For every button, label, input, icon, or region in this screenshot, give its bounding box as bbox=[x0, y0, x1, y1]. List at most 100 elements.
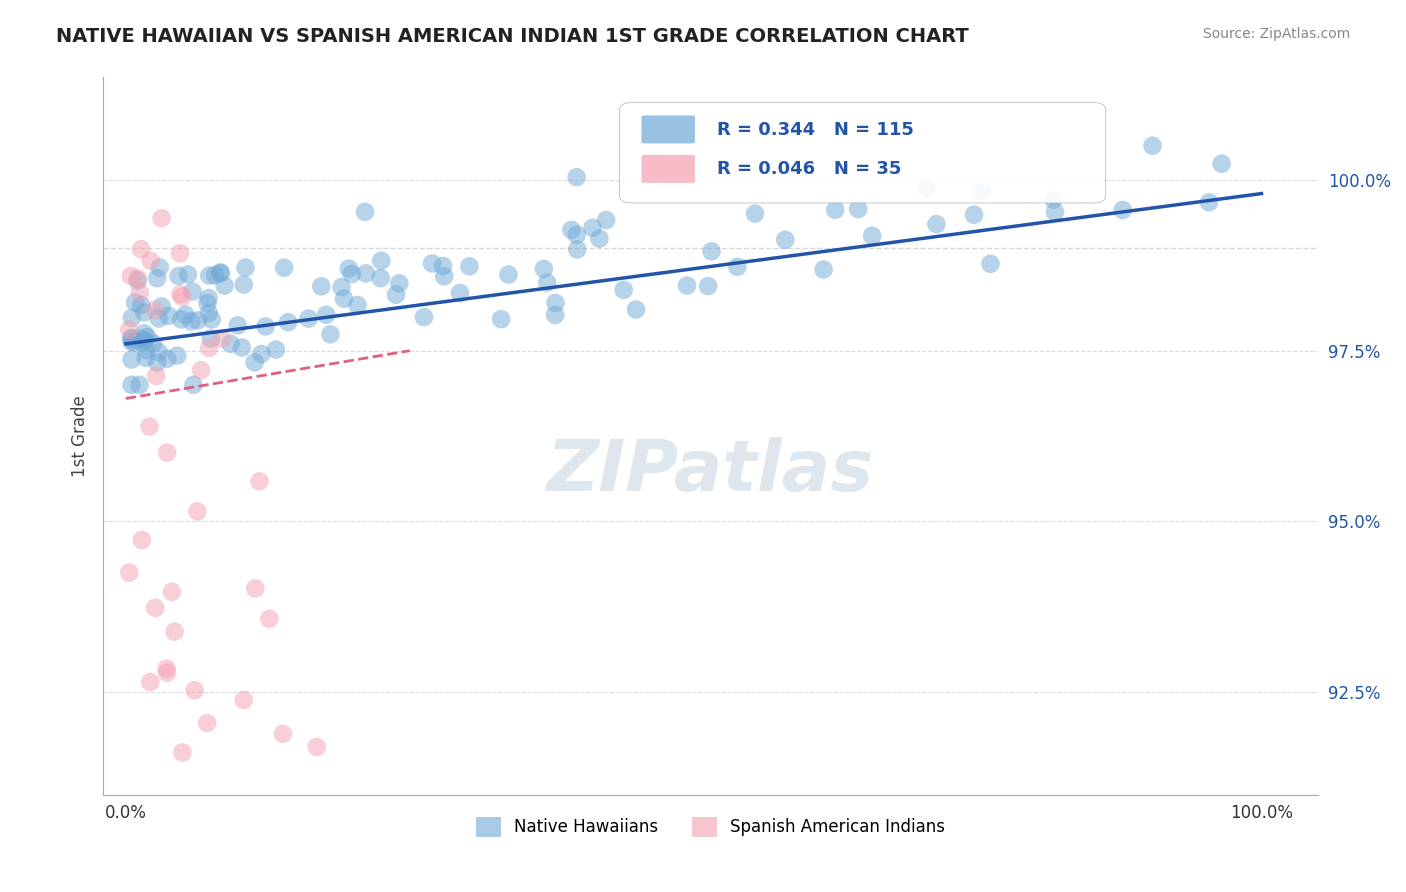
Point bbox=[340, 267, 363, 281]
Point bbox=[169, 287, 191, 301]
Point bbox=[1042, 193, 1064, 207]
Point bbox=[167, 268, 190, 283]
Point bbox=[245, 582, 267, 596]
Point bbox=[156, 351, 179, 366]
Point bbox=[860, 228, 883, 243]
Point bbox=[613, 283, 636, 297]
Point bbox=[143, 302, 166, 317]
Point bbox=[330, 280, 353, 294]
Point bbox=[148, 311, 170, 326]
Point bbox=[1043, 205, 1066, 219]
Point bbox=[544, 296, 567, 310]
Point bbox=[560, 223, 582, 237]
Point bbox=[346, 298, 368, 312]
Point bbox=[305, 739, 328, 754]
Point bbox=[121, 352, 143, 367]
Y-axis label: 1st Grade: 1st Grade bbox=[72, 395, 89, 477]
FancyBboxPatch shape bbox=[641, 115, 695, 144]
Point bbox=[565, 227, 588, 242]
Point bbox=[190, 363, 212, 377]
Text: R = 0.046   N = 35: R = 0.046 N = 35 bbox=[717, 161, 901, 178]
Point bbox=[121, 310, 143, 325]
Point bbox=[388, 277, 411, 291]
Point bbox=[138, 419, 160, 434]
Point bbox=[122, 335, 145, 350]
Point bbox=[498, 268, 520, 282]
Text: R = 0.344   N = 115: R = 0.344 N = 115 bbox=[717, 120, 914, 139]
Point bbox=[333, 292, 356, 306]
Point bbox=[249, 475, 271, 489]
Point bbox=[413, 310, 436, 324]
Point bbox=[139, 675, 162, 690]
Point bbox=[197, 291, 219, 305]
Point bbox=[315, 308, 337, 322]
Point bbox=[118, 323, 141, 337]
Point bbox=[370, 253, 392, 268]
Point bbox=[186, 504, 208, 518]
Point bbox=[211, 332, 233, 346]
Point bbox=[197, 306, 219, 320]
Point bbox=[163, 624, 186, 639]
FancyBboxPatch shape bbox=[641, 155, 695, 183]
Point bbox=[156, 445, 179, 459]
Point bbox=[201, 312, 224, 326]
Point bbox=[243, 355, 266, 369]
Point bbox=[219, 336, 242, 351]
Point bbox=[157, 309, 180, 323]
Point bbox=[232, 277, 254, 292]
Point bbox=[1211, 156, 1233, 170]
Point bbox=[121, 377, 143, 392]
Point bbox=[311, 279, 333, 293]
Point bbox=[128, 285, 150, 300]
Point bbox=[915, 181, 938, 195]
Point bbox=[624, 302, 647, 317]
Point bbox=[129, 242, 152, 256]
Point bbox=[166, 349, 188, 363]
Point bbox=[846, 202, 869, 216]
Point bbox=[254, 319, 277, 334]
Point bbox=[128, 377, 150, 392]
Point bbox=[232, 693, 254, 707]
Point bbox=[204, 268, 226, 282]
Point bbox=[150, 300, 173, 314]
Point bbox=[132, 305, 155, 319]
Legend: Native Hawaiians, Spanish American Indians: Native Hawaiians, Spanish American India… bbox=[470, 810, 952, 844]
Point bbox=[183, 683, 205, 698]
Point bbox=[725, 260, 748, 274]
Point bbox=[124, 295, 146, 310]
Point bbox=[121, 331, 143, 345]
Point bbox=[354, 266, 377, 280]
Point bbox=[433, 269, 456, 284]
Point bbox=[156, 665, 179, 680]
Point bbox=[813, 262, 835, 277]
Point bbox=[536, 276, 558, 290]
Point bbox=[259, 612, 281, 626]
Point bbox=[824, 202, 846, 217]
Point bbox=[925, 217, 948, 231]
FancyBboxPatch shape bbox=[620, 103, 1105, 203]
Text: ZIPatlas: ZIPatlas bbox=[547, 437, 875, 507]
Point bbox=[177, 268, 200, 282]
Point bbox=[200, 332, 222, 346]
Point bbox=[172, 290, 194, 304]
Point bbox=[432, 259, 454, 273]
Point bbox=[337, 261, 360, 276]
Point bbox=[972, 185, 994, 199]
Point bbox=[700, 244, 723, 259]
Point bbox=[195, 716, 218, 731]
Point bbox=[181, 285, 204, 299]
Point bbox=[544, 308, 567, 322]
Point bbox=[148, 345, 170, 359]
Point bbox=[150, 211, 173, 226]
Point bbox=[250, 347, 273, 361]
Point bbox=[458, 260, 481, 274]
Point bbox=[155, 662, 177, 676]
Point bbox=[979, 257, 1001, 271]
Point bbox=[209, 265, 232, 279]
Point bbox=[121, 334, 143, 349]
Point bbox=[136, 330, 159, 344]
Point bbox=[533, 261, 555, 276]
Point bbox=[160, 585, 183, 599]
Point bbox=[271, 727, 294, 741]
Point bbox=[142, 336, 165, 351]
